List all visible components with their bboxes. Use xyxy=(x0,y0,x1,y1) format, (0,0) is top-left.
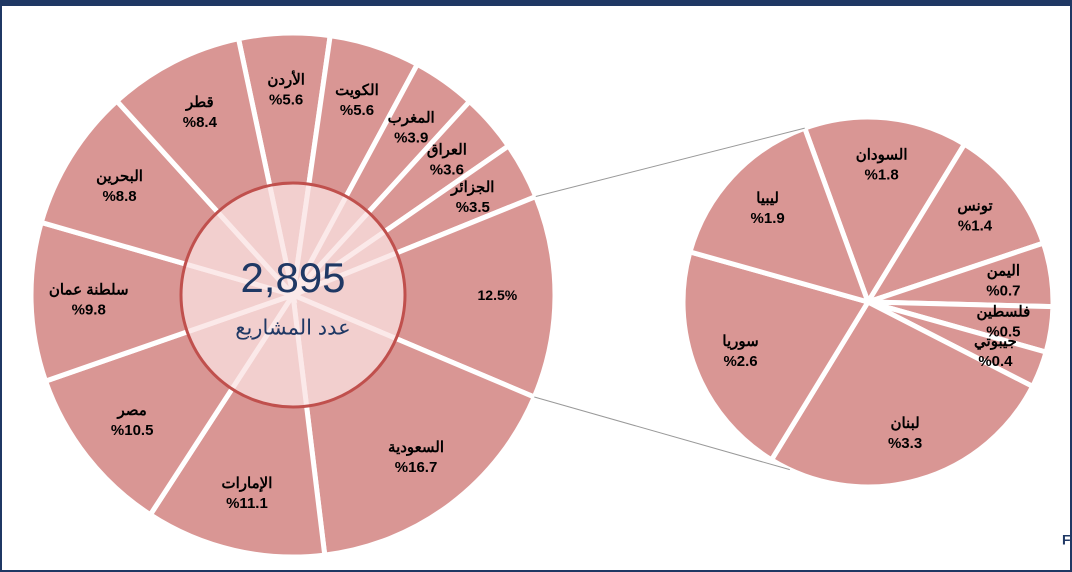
slice-value-label: %1.4 xyxy=(958,218,993,235)
top-bar xyxy=(0,0,1072,6)
slice-value-label: %0.5 xyxy=(986,323,1020,340)
slice-category: السعودية xyxy=(388,439,444,456)
slice-value-label: %0.7 xyxy=(986,283,1020,300)
slice-category: سوريا xyxy=(722,333,758,350)
pie-slice xyxy=(862,140,1047,307)
center-circle xyxy=(179,181,407,409)
center-label: عدد المشاريع xyxy=(235,317,350,341)
connector-line xyxy=(535,127,805,197)
slice-value-label: %8.4 xyxy=(183,114,218,131)
slice-value-label: %3.5 xyxy=(456,199,490,216)
slice-category: الكويت xyxy=(335,82,379,99)
slice-category: اليمن xyxy=(987,263,1020,280)
slice-value-label: %3.6 xyxy=(430,161,464,178)
slice-category: الأردن xyxy=(267,70,305,89)
slice-category: سلطنة عمان xyxy=(49,282,129,299)
pie-slice xyxy=(801,114,968,308)
slice-category: العراق xyxy=(427,141,467,158)
slice-category: قطر xyxy=(185,94,214,111)
center-value: 2,895 xyxy=(240,254,345,301)
slice-value-label: %0.4 xyxy=(978,353,1013,370)
slice-category: فلسطين xyxy=(976,303,1030,320)
slice-value-label: %11.1 xyxy=(226,495,268,512)
slice-category: الجزائر xyxy=(450,179,494,196)
slice-value-label: %5.6 xyxy=(269,92,303,109)
slice-value-label: 12.5% xyxy=(478,287,518,303)
slice-category: المغرب xyxy=(388,109,435,126)
pie-slice xyxy=(686,124,873,306)
slice-category: مصر xyxy=(117,402,147,419)
pie-slice xyxy=(286,193,558,401)
slice-value-label: %3.9 xyxy=(394,129,428,146)
slice-category: البحرين xyxy=(96,168,143,185)
slice-category: جيبوتي xyxy=(974,333,1017,351)
slice-value-label: %1.8 xyxy=(865,167,899,184)
slice-category: السودان xyxy=(856,147,908,164)
slice-value-label: %2.6 xyxy=(723,353,757,370)
slice-value-label: %1.9 xyxy=(751,210,785,227)
slice-value-label: %8.8 xyxy=(102,188,136,205)
slice-value-label: %10.5 xyxy=(111,422,154,439)
connector-line xyxy=(534,396,790,471)
pie-slice xyxy=(768,298,1036,490)
slice-category: تونس xyxy=(957,198,992,215)
slice-value-label: %3.3 xyxy=(888,435,922,452)
slice-value-label: %16.7 xyxy=(395,459,438,476)
pie-slice xyxy=(680,248,872,464)
pie-slice xyxy=(28,219,302,385)
slice-value-label: %9.8 xyxy=(72,302,106,319)
source: المصدر : قاعدة بيانات FDI Markets xyxy=(1062,532,1072,549)
slice-value-label: %5.6 xyxy=(340,102,374,119)
slice-category: ليبيا xyxy=(756,190,779,207)
slice-category: الإمارات xyxy=(222,475,273,492)
slice-category: لبنان xyxy=(890,415,919,432)
